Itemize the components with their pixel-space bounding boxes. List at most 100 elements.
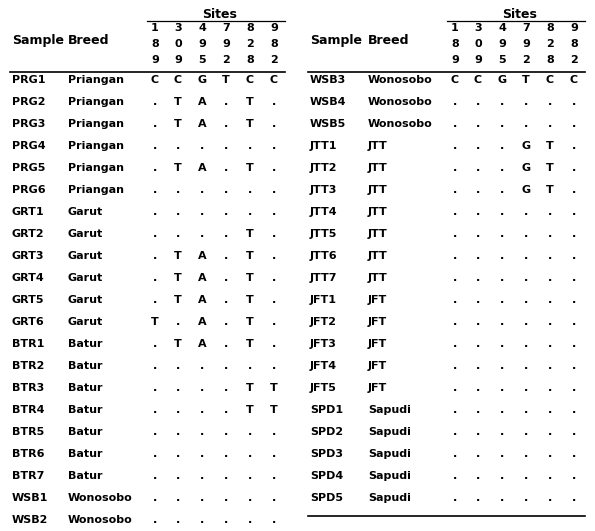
- Text: A: A: [198, 97, 206, 107]
- Text: .: .: [476, 493, 480, 503]
- Text: BTR4: BTR4: [12, 405, 45, 415]
- Text: .: .: [153, 383, 157, 392]
- Text: JTT4: JTT4: [310, 207, 337, 217]
- Text: .: .: [572, 185, 576, 194]
- Text: T: T: [174, 295, 182, 305]
- Text: BTR5: BTR5: [12, 426, 44, 436]
- Text: 5: 5: [498, 55, 506, 65]
- Text: .: .: [153, 141, 157, 151]
- Text: Garut: Garut: [68, 272, 104, 282]
- Text: .: .: [500, 141, 504, 151]
- Text: .: .: [272, 493, 276, 503]
- Text: .: .: [524, 207, 528, 217]
- Text: JTT: JTT: [368, 251, 388, 261]
- Text: .: .: [572, 162, 576, 173]
- Text: .: .: [272, 470, 276, 481]
- Text: 8: 8: [246, 55, 254, 65]
- Text: 9: 9: [522, 39, 530, 49]
- Text: .: .: [453, 185, 457, 194]
- Text: JTT: JTT: [368, 207, 388, 217]
- Text: .: .: [548, 316, 552, 327]
- Text: .: .: [476, 97, 480, 107]
- Text: Garut: Garut: [68, 316, 104, 327]
- Text: T: T: [222, 74, 230, 84]
- Text: 0: 0: [474, 39, 482, 49]
- Text: .: .: [153, 251, 157, 261]
- Text: .: .: [248, 515, 252, 525]
- Text: .: .: [453, 493, 457, 503]
- Text: .: .: [524, 118, 528, 129]
- Text: GRT6: GRT6: [12, 316, 45, 327]
- Text: .: .: [572, 405, 576, 415]
- Text: .: .: [572, 493, 576, 503]
- Text: .: .: [272, 185, 276, 194]
- Text: .: .: [153, 493, 157, 503]
- Text: .: .: [272, 207, 276, 217]
- Text: C: C: [270, 74, 278, 84]
- Text: Batur: Batur: [68, 383, 102, 392]
- Text: .: .: [248, 141, 252, 151]
- Text: .: .: [500, 251, 504, 261]
- Text: .: .: [572, 272, 576, 282]
- Text: JFT3: JFT3: [310, 339, 337, 348]
- Text: .: .: [153, 272, 157, 282]
- Text: .: .: [500, 361, 504, 371]
- Text: 2: 2: [222, 55, 230, 65]
- Text: .: .: [500, 470, 504, 481]
- Text: .: .: [224, 97, 228, 107]
- Text: .: .: [524, 295, 528, 305]
- Text: .: .: [153, 97, 157, 107]
- Text: .: .: [453, 405, 457, 415]
- Text: .: .: [453, 118, 457, 129]
- Text: 9: 9: [474, 55, 482, 65]
- Text: JFT: JFT: [368, 295, 387, 305]
- Text: T: T: [522, 74, 530, 84]
- Text: 9: 9: [174, 55, 182, 65]
- Text: .: .: [500, 207, 504, 217]
- Text: .: .: [224, 251, 228, 261]
- Text: .: .: [572, 141, 576, 151]
- Text: JTT1: JTT1: [310, 141, 337, 151]
- Text: .: .: [524, 316, 528, 327]
- Text: .: .: [572, 449, 576, 459]
- Text: 3: 3: [174, 23, 182, 32]
- Text: Sites: Sites: [202, 8, 237, 21]
- Text: .: .: [500, 295, 504, 305]
- Text: .: .: [200, 141, 204, 151]
- Text: Priangan: Priangan: [68, 97, 124, 107]
- Text: .: .: [153, 426, 157, 436]
- Text: G: G: [497, 74, 506, 84]
- Text: BTR1: BTR1: [12, 339, 45, 348]
- Text: .: .: [224, 426, 228, 436]
- Text: BTR7: BTR7: [12, 470, 45, 481]
- Text: .: .: [548, 207, 552, 217]
- Text: PRG3: PRG3: [12, 118, 45, 129]
- Text: .: .: [524, 493, 528, 503]
- Text: Sample: Sample: [310, 33, 362, 47]
- Text: Priangan: Priangan: [68, 185, 124, 194]
- Text: T: T: [546, 185, 554, 194]
- Text: .: .: [176, 316, 180, 327]
- Text: .: .: [176, 449, 180, 459]
- Text: .: .: [572, 470, 576, 481]
- Text: .: .: [476, 426, 480, 436]
- Text: Garut: Garut: [68, 229, 104, 238]
- Text: .: .: [176, 493, 180, 503]
- Text: .: .: [200, 426, 204, 436]
- Text: T: T: [246, 339, 254, 348]
- Text: .: .: [272, 229, 276, 238]
- Text: 2: 2: [570, 55, 578, 65]
- Text: .: .: [200, 383, 204, 392]
- Text: .: .: [176, 470, 180, 481]
- Text: 3: 3: [474, 23, 482, 32]
- Text: .: .: [272, 272, 276, 282]
- Text: Sapudi: Sapudi: [368, 426, 411, 436]
- Text: .: .: [476, 405, 480, 415]
- Text: .: .: [500, 162, 504, 173]
- Text: T: T: [270, 383, 278, 392]
- Text: T: T: [546, 162, 554, 173]
- Text: JTT6: JTT6: [310, 251, 337, 261]
- Text: Priangan: Priangan: [68, 118, 124, 129]
- Text: .: .: [453, 295, 457, 305]
- Text: T: T: [174, 251, 182, 261]
